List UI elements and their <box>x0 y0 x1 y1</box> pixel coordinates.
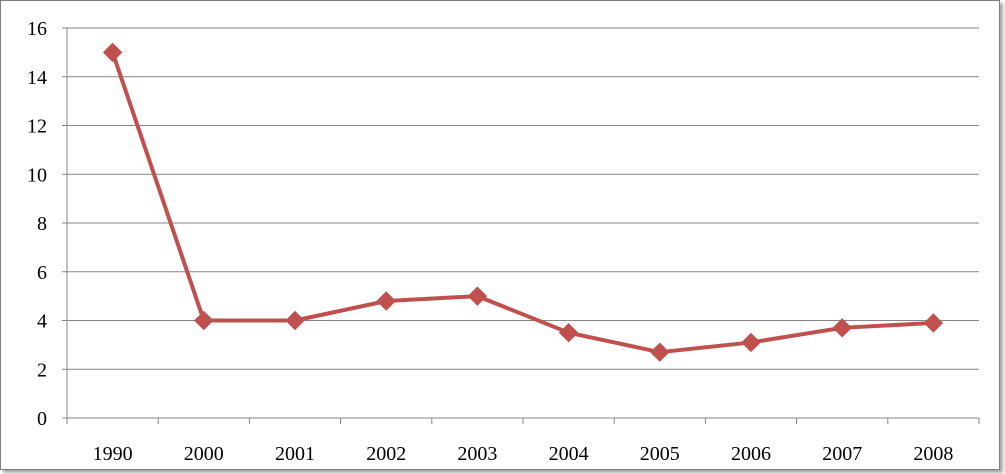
x-tick-label: 2008 <box>913 443 953 465</box>
x-tick-label: 2001 <box>275 443 315 465</box>
data-point-marker <box>741 332 761 353</box>
y-tick-label: 6 <box>37 262 47 284</box>
x-tick-label: 2007 <box>822 443 862 465</box>
y-tick-label: 2 <box>37 359 47 381</box>
data-point-marker <box>558 322 579 343</box>
y-tick-label: 4 <box>37 311 47 333</box>
x-tick-label: 1990 <box>93 443 133 465</box>
y-tick-label: 10 <box>27 164 47 186</box>
x-tick-label: 2002 <box>366 443 406 465</box>
y-tick-labels: 0 2 4 6 8 10 12 14 16 <box>27 18 47 430</box>
data-point-marker <box>467 286 488 306</box>
data-point-marker <box>832 318 852 338</box>
data-point-marker <box>102 42 123 63</box>
series-line <box>110 51 934 355</box>
x-tick-label: 2004 <box>549 443 589 465</box>
x-tick-label: 2003 <box>457 443 497 465</box>
series-layer <box>102 42 944 362</box>
data-point-marker <box>923 313 944 333</box>
y-tick-label: 0 <box>37 408 47 430</box>
data-point-marker <box>376 291 396 311</box>
data-point-marker <box>650 342 670 362</box>
x-tick-label: 2005 <box>640 443 680 465</box>
y-tick-label: 16 <box>27 18 47 40</box>
x-tick-labels: 1990 2000 2001 2002 2003 2004 2005 2006 2007 2008 <box>93 443 954 465</box>
x-tick-label: 2000 <box>184 443 224 465</box>
x-tick-label: 2006 <box>731 443 771 465</box>
y-tick-label: 12 <box>27 116 47 138</box>
data-point-marker <box>285 310 305 331</box>
y-tick-label: 8 <box>37 213 47 235</box>
axes <box>62 27 980 424</box>
data-point-marker <box>194 310 214 331</box>
y-tick-label: 14 <box>27 67 47 89</box>
